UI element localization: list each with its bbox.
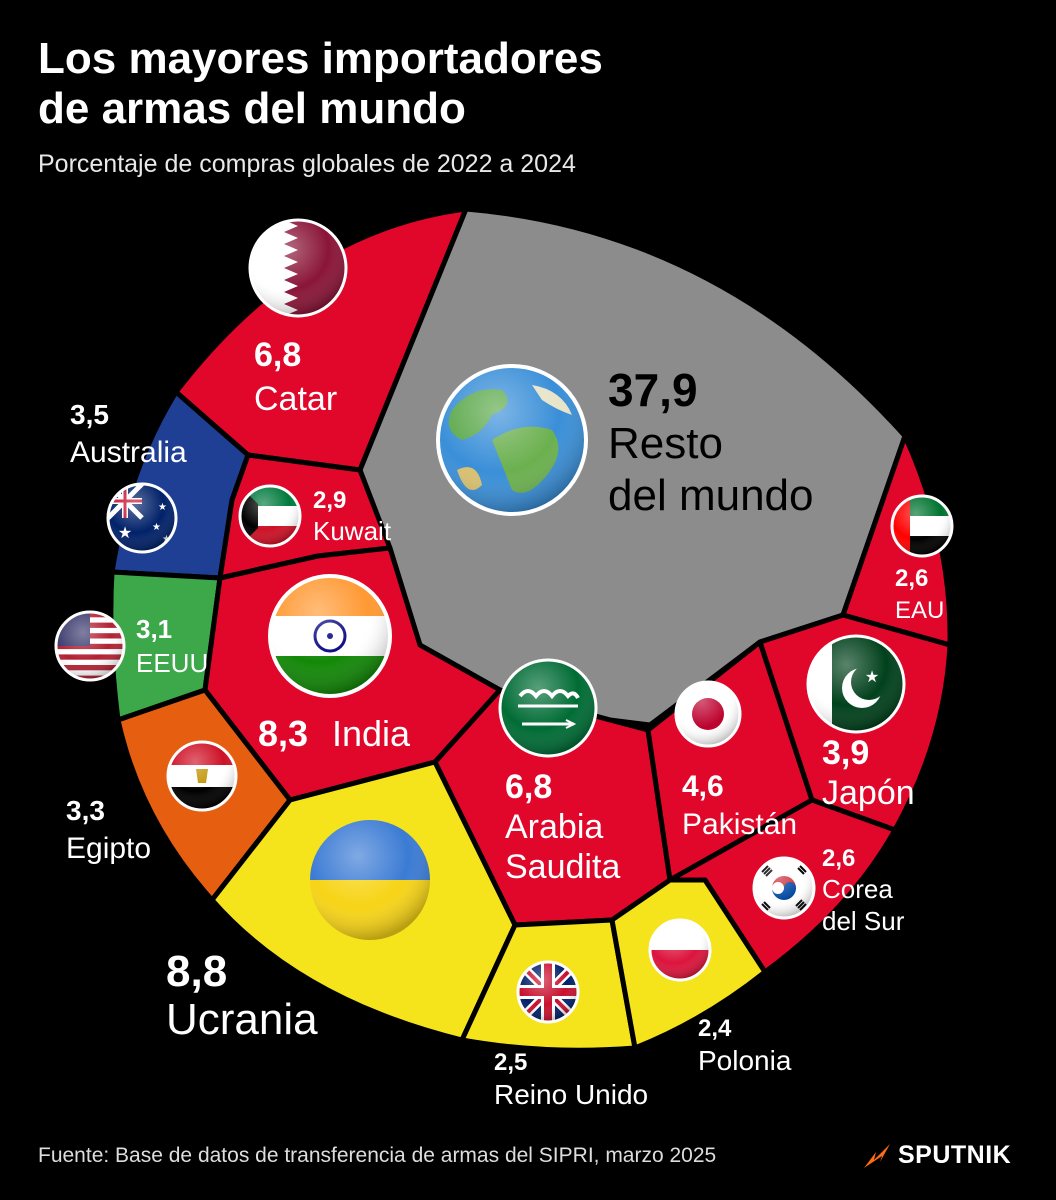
flag-saudi-arabia-icon: [498, 658, 598, 758]
flag-india-icon: [268, 574, 392, 698]
flag-pakistan-icon: ★: [806, 634, 906, 734]
label-egipto: Egipto: [66, 832, 151, 865]
value-japon: 4,6: [682, 770, 724, 803]
label-corea-1: Corea: [822, 874, 893, 904]
label-corea-2: del Sur: [822, 906, 905, 936]
value-ucrania: 8,8: [166, 947, 227, 996]
value-corea: 2,6: [822, 845, 855, 872]
label-kuwait: Kuwait: [313, 516, 392, 546]
label-resto-2: del mundo: [608, 471, 813, 520]
flag-usa-icon: [54, 610, 126, 682]
label-polonia: Polonia: [698, 1045, 792, 1076]
value-resto: 37,9: [608, 364, 698, 416]
label-arabia-2: Saudita: [505, 848, 620, 886]
value-reino: 2,5: [494, 1049, 527, 1076]
brand-name: SPUTNIK: [898, 1140, 1012, 1169]
chart-subtitle: Porcentaje de compras globales de 2022 a…: [38, 150, 576, 178]
value-catar: 6,8: [254, 336, 301, 374]
source-note: Fuente: Base de datos de transferencia d…: [38, 1144, 717, 1167]
flag-egypt-icon: [166, 740, 238, 812]
title-line-2: de armas del mundo: [38, 84, 466, 133]
label-pakistan: Japón: [822, 774, 915, 812]
value-india: 8,3: [258, 713, 308, 754]
value-polonia: 2,4: [698, 1015, 732, 1042]
sputnik-logo-icon: [864, 1144, 890, 1168]
label-catar: Catar: [254, 380, 337, 418]
flag-qatar-icon: [248, 218, 348, 318]
flag-ukraine-icon: [310, 820, 430, 940]
flag-south-korea-icon: [752, 856, 816, 920]
label-india: India: [332, 713, 411, 754]
flag-uk-icon: [516, 960, 580, 1024]
flag-australia-icon: ★ ★ ★ ★: [106, 482, 178, 554]
label-australia: Australia: [70, 436, 187, 469]
title-line-1: Los mayores importadores: [38, 34, 603, 83]
globe-icon: [436, 364, 588, 516]
value-australia: 3,5: [70, 399, 109, 430]
label-ucrania: Ucrania: [166, 995, 318, 1044]
flag-japan-icon: [674, 680, 742, 748]
value-egipto: 3,3: [66, 795, 105, 826]
value-arabia: 6,8: [505, 768, 552, 806]
label-eeuu: EEUU: [136, 648, 208, 678]
brand-logo: SPUTNIK: [862, 1138, 1011, 1172]
flag-kuwait-icon: [238, 484, 302, 548]
value-eau: 2,6: [895, 565, 928, 592]
label-reino: Reino Unido: [494, 1079, 648, 1110]
flag-poland-icon: [648, 918, 712, 982]
label-japon: Pakistán: [682, 808, 797, 841]
value-pakistan: 3,9: [822, 734, 869, 772]
label-eau: EAU: [895, 597, 944, 624]
chart-title: Los mayores importadores de armas del mu…: [38, 34, 938, 134]
value-kuwait: 2,9: [313, 487, 346, 514]
value-eeuu: 3,1: [136, 614, 172, 644]
label-resto-1: Resto: [608, 419, 723, 468]
label-arabia-1: Arabia: [505, 808, 603, 846]
flag-uae-icon: [890, 494, 954, 558]
